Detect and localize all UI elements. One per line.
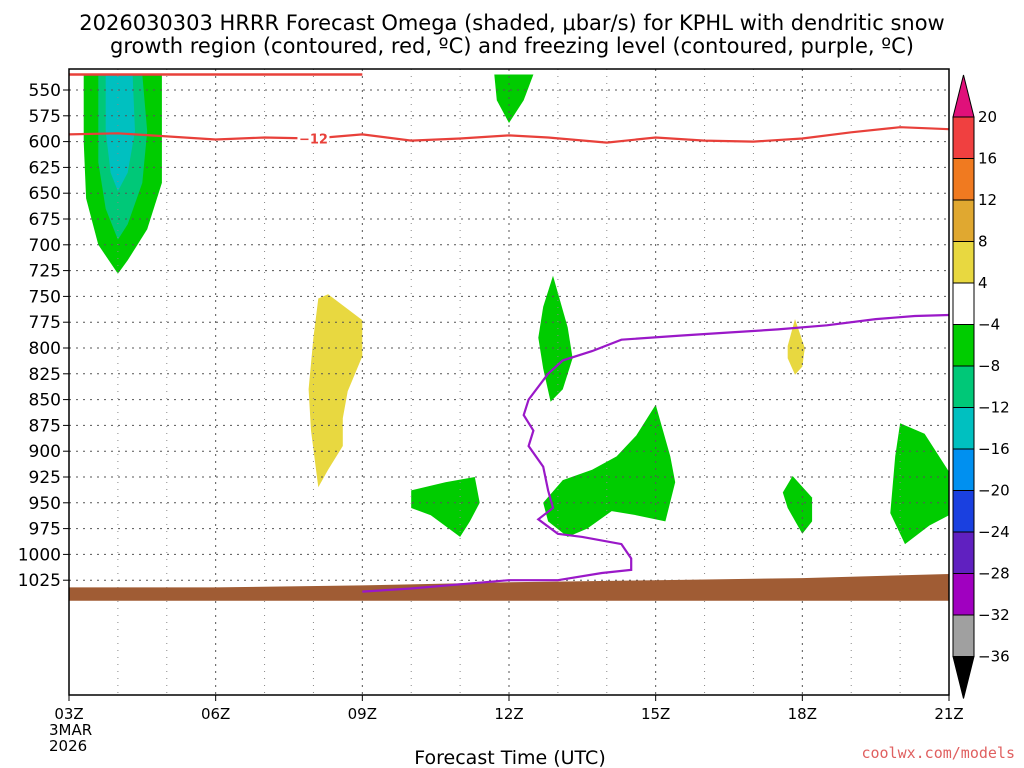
freezing-level-line <box>362 313 949 593</box>
omega-region-m8_m4 <box>411 477 480 537</box>
y-axis: 550 575 600 625 650 675 700 725 750 775 800 825 850 8… <box>18 81 69 591</box>
colorbar-tick-label: −24 <box>978 523 1010 541</box>
x-tick-label: 06Z <box>201 705 230 723</box>
omega-region-m8_m4 <box>890 423 949 545</box>
colorbar-tick-label: −28 <box>978 565 1010 583</box>
y-tick-label: 600 <box>29 133 61 153</box>
y-tick-label: 800 <box>29 339 61 359</box>
plot-area: −12 <box>68 68 950 696</box>
y-tick-label: 675 <box>29 210 61 230</box>
colorbar-tick-label: −32 <box>978 606 1010 624</box>
x-tick-label: 03Z <box>54 705 83 723</box>
x-tick-label: 12Z <box>494 705 523 723</box>
terrain-fill <box>69 574 949 601</box>
y-tick-label: 850 <box>29 391 61 411</box>
omega-region-m8_m4 <box>543 404 676 537</box>
colorbar-tick-label: −20 <box>978 482 1010 500</box>
y-tick-label: 625 <box>29 158 61 178</box>
y-tick-label: 550 <box>29 81 61 101</box>
colorbar-swatch-m16_m12 <box>952 407 975 450</box>
isotherm-label: −12 <box>299 133 328 148</box>
contour-layer: −12 <box>69 73 949 593</box>
omega-shading-layer <box>83 74 949 545</box>
isotherm-label-bg <box>297 130 330 147</box>
x-tick-label: 15Z <box>641 705 670 723</box>
colorbar-swatch-16_20 <box>952 116 975 159</box>
y-tick-label: 700 <box>29 236 61 256</box>
colorbar-swatch-m8_m4 <box>952 324 975 367</box>
x-axis-label: Forecast Time (UTC) <box>414 747 605 768</box>
omega-region-4_8 <box>787 319 805 375</box>
y-tick-label: 950 <box>29 494 61 514</box>
y-tick-label: 1025 <box>18 571 61 591</box>
chart-title-line-2: growth region (contoured, red, ºC) and f… <box>110 34 914 58</box>
colorbar-tick-label: −4 <box>978 316 1000 334</box>
omega-region-4_8 <box>308 294 363 488</box>
y-tick-label: 725 <box>29 262 61 282</box>
colorbar-tick-label: 4 <box>978 274 988 292</box>
colorbar-swatch-8_12 <box>952 199 975 242</box>
y-tick-label: 650 <box>29 184 61 204</box>
y-tick-label: 825 <box>29 365 61 385</box>
y-tick-label: 925 <box>29 468 61 488</box>
colorbar-swatch-m32_m28 <box>952 573 975 616</box>
y-tick-label: 900 <box>29 442 61 462</box>
colorbar-tick-label: 16 <box>978 150 997 168</box>
y-tick-label: 575 <box>29 107 61 127</box>
y-tick-label: 1000 <box>18 545 61 565</box>
x-tick-date: 3MAR <box>49 721 92 739</box>
colorbar-tick-label: 20 <box>978 108 997 126</box>
colorbar-bottom-arrow <box>952 656 975 699</box>
credit-text: coolwx.com/models <box>861 744 1015 762</box>
y-tick-label: 750 <box>29 287 61 307</box>
colorbar-swatch-m24_m20 <box>952 490 975 533</box>
colorbar-tick-label: −12 <box>978 399 1010 417</box>
colorbar-tick-label: 12 <box>978 191 997 209</box>
colorbar-swatch-4_8 <box>952 241 975 284</box>
colorbar-top-arrow <box>952 74 975 118</box>
omega-region-m8_m4 <box>494 74 534 123</box>
y-tick-label: 875 <box>29 416 61 436</box>
omega-region-m8_m4 <box>538 275 573 402</box>
colorbar-tick-label: −16 <box>978 440 1010 458</box>
colorbar: 20 16 12 8 4 −4 −8 −12 −16 −20 −24 −28 −32 −36 <box>952 74 1010 699</box>
colorbar-swatch-m4_4 <box>952 282 975 325</box>
colorbar-swatch-12_16 <box>952 158 975 201</box>
omega-region-m8_m4 <box>782 476 813 534</box>
x-tick-label: 09Z <box>348 705 377 723</box>
dendritic-isotherm-line <box>69 126 949 144</box>
terrain-layer <box>69 574 949 601</box>
colorbar-tick-label: −8 <box>978 357 1000 375</box>
x-tick-label: 21Z <box>934 705 963 723</box>
y-tick-label: 775 <box>29 313 61 333</box>
chart-title-line-1: 2026030303 HRRR Forecast Omega (shaded, … <box>79 11 944 35</box>
colorbar-swatch-m36_m32 <box>952 614 975 657</box>
colorbar-swatch-m20_m16 <box>952 448 975 491</box>
x-tick-label: 18Z <box>788 705 817 723</box>
x-tick-year: 2026 <box>49 737 87 755</box>
colorbar-swatch-m28_m24 <box>952 531 975 574</box>
y-tick-label: 975 <box>29 520 61 540</box>
colorbar-swatch-m12_m8 <box>952 365 975 408</box>
colorbar-tick-label: −36 <box>978 648 1010 666</box>
colorbar-tick-label: 8 <box>978 233 988 251</box>
